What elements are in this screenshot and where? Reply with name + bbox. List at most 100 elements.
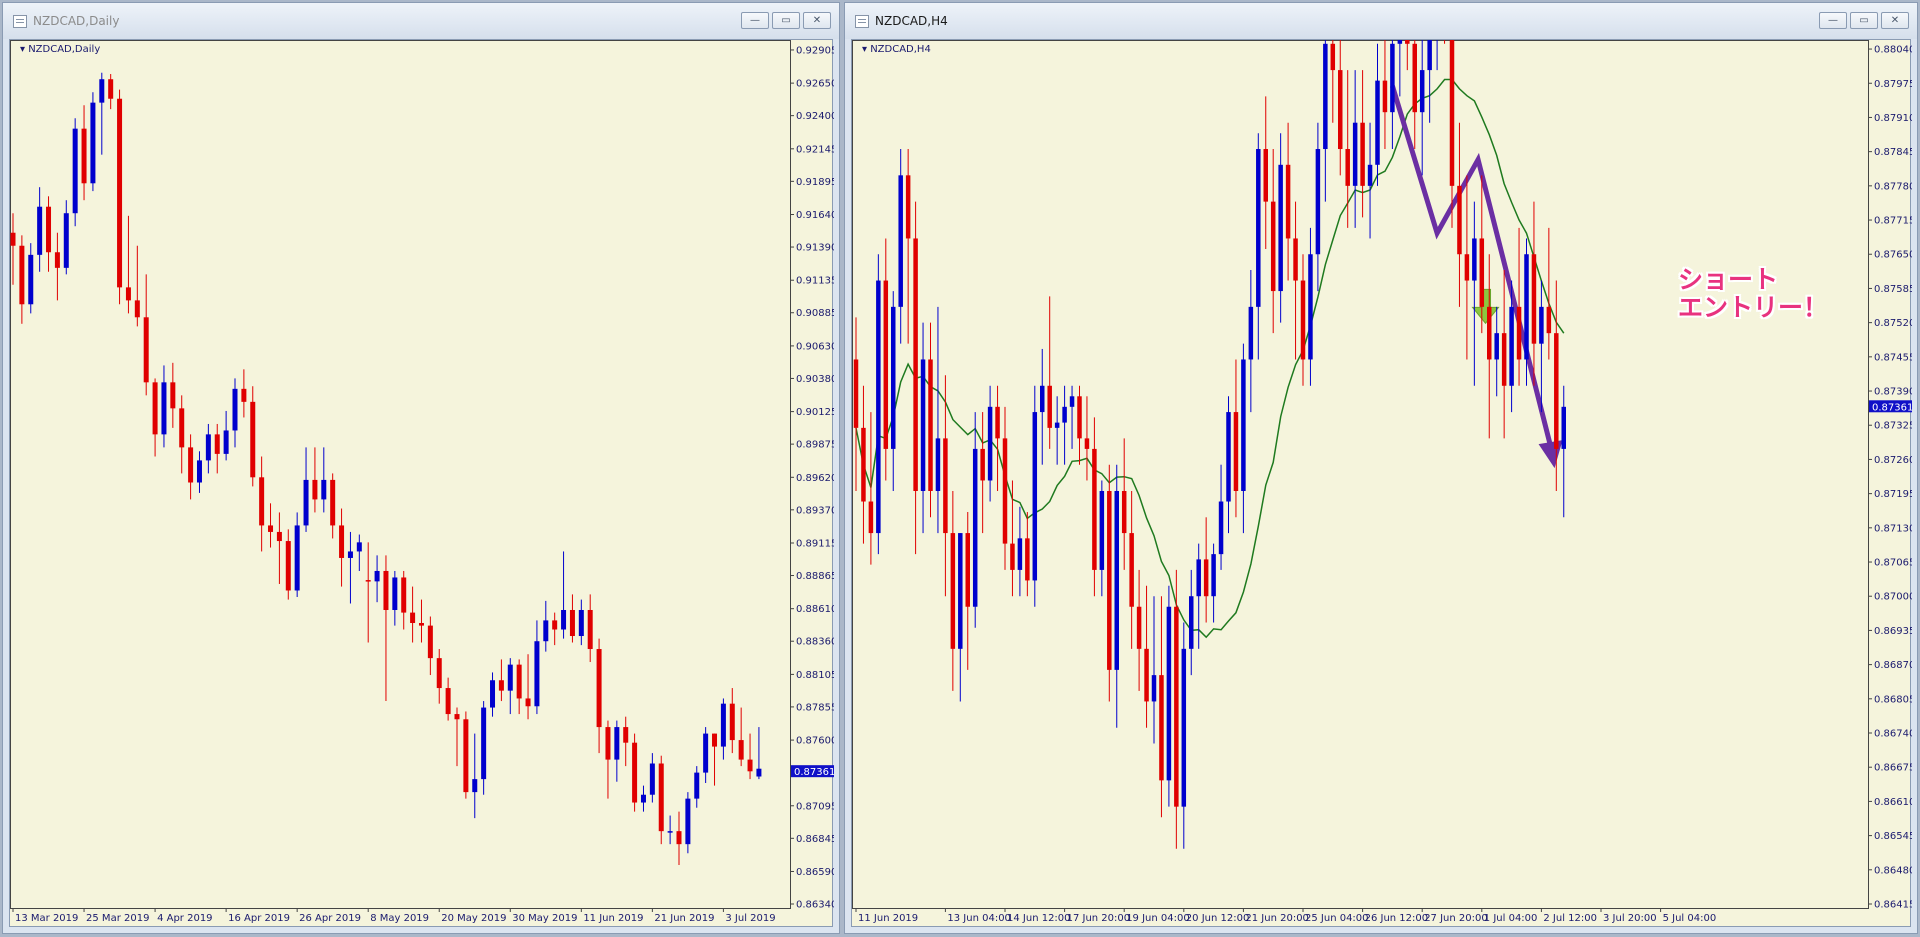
y-tick-label: 0.86610 — [1874, 797, 1912, 808]
restore-button[interactable]: ▭ — [1850, 12, 1878, 29]
symbol-label[interactable]: ▾ NZDCAD,Daily — [20, 44, 101, 55]
symbol-label[interactable]: ▾ NZDCAD,H4 — [862, 44, 931, 55]
candle-bull — [161, 382, 167, 435]
candle-bear — [1293, 238, 1298, 281]
candle-bull — [614, 727, 620, 760]
candle-bull — [578, 609, 584, 637]
titlebar[interactable]: NZDCAD,Daily — ▭ ✕ — [3, 3, 839, 39]
window-title: NZDCAD,Daily — [33, 14, 120, 28]
candle-bear — [117, 98, 123, 288]
candle-bull — [1189, 596, 1194, 649]
window-nzdcad-h4[interactable]: NZDCAD,H4 — ▭ ✕ 0.88040 0.87975 0.87910 0.8… — [844, 2, 1918, 934]
candle-bull — [972, 448, 978, 607]
candle-bear — [1449, 40, 1455, 186]
x-tick-label: 8 May 2019 — [370, 913, 429, 924]
minimize-button[interactable]: — — [741, 12, 769, 29]
candle-bear — [596, 649, 602, 728]
candle-bear — [747, 759, 753, 772]
symbol-label-text: NZDCAD,Daily — [28, 44, 101, 55]
y-tick-label: 0.89115 — [796, 538, 834, 549]
candlestick-chart[interactable]: 0.88040 0.87975 0.87910 0.87845 0.87780 0.877… — [852, 40, 1912, 928]
candle-bull — [703, 733, 709, 773]
y-tick-label: 0.91390 — [796, 243, 834, 254]
y-tick-label: 0.86870 — [1874, 660, 1912, 671]
y-tick-label: 0.92650 — [796, 79, 834, 90]
candle-bear — [658, 763, 664, 832]
candle-bear — [330, 479, 336, 526]
candlestick-chart[interactable]: 0.92905 0.92650 0.92400 0.92145 0.91895 0.916… — [10, 40, 834, 928]
candle-bull — [958, 533, 963, 649]
candle-bull — [1315, 149, 1321, 255]
candle-bear — [463, 719, 469, 793]
candle-bear — [1025, 538, 1030, 581]
candle-bear — [913, 238, 918, 491]
candle-bear — [943, 438, 948, 534]
candle-bear — [125, 287, 131, 301]
titlebar[interactable]: NZDCAD,H4 — ▭ ✕ — [845, 3, 1917, 39]
close-button[interactable]: ✕ — [1881, 12, 1909, 29]
candle-bull — [1114, 490, 1119, 670]
candle-bear — [312, 479, 318, 500]
candle-bear — [1002, 438, 1008, 544]
candle-bull — [1017, 538, 1023, 570]
candle-bull — [1032, 412, 1038, 581]
candle-bull — [90, 102, 96, 184]
candle-bear — [418, 623, 424, 626]
current-price-label: 0.87361 — [1872, 402, 1912, 413]
candle-bear — [250, 401, 256, 478]
candle-bear — [1330, 43, 1336, 71]
candle-bull — [720, 703, 726, 747]
candle-bear — [241, 388, 247, 402]
close-button[interactable]: ✕ — [803, 12, 831, 29]
candle-bull — [1419, 70, 1425, 113]
chart-area[interactable]: 0.92905 0.92650 0.92400 0.92145 0.91895 0.916… — [9, 39, 834, 928]
candle-bear — [259, 477, 265, 526]
entry-arrow-shape — [1471, 288, 1500, 325]
candle-bear — [1487, 306, 1492, 360]
y-tick-label: 0.86740 — [1874, 729, 1912, 740]
x-tick-label: 5 Jul 04:00 — [1663, 913, 1717, 924]
x-tick-label: 26 Jun 12:00 — [1365, 913, 1429, 924]
window-title: NZDCAD,H4 — [875, 14, 948, 28]
candle-bull — [223, 430, 229, 454]
y-tick-label: 0.90380 — [796, 374, 834, 385]
candle-bear — [445, 688, 451, 715]
x-tick-label: 25 Jun 04:00 — [1305, 913, 1369, 924]
candle-bull — [1166, 606, 1172, 781]
y-tick-label: 0.88865 — [796, 571, 834, 582]
x-tick-label: 21 Jun 20:00 — [1245, 913, 1309, 924]
y-tick-label: 0.90125 — [796, 407, 834, 418]
candle-bear — [498, 680, 504, 691]
candle-bull — [63, 213, 69, 268]
candle-bull — [1069, 396, 1075, 407]
candle-bull — [756, 768, 762, 777]
candle-bull — [649, 763, 655, 795]
y-tick-label: 0.87195 — [1874, 489, 1912, 500]
candle-bear — [1144, 648, 1149, 702]
x-tick-label: 27 Jun 20:00 — [1424, 913, 1488, 924]
candle-bull — [898, 175, 903, 307]
y-tick-label: 0.90630 — [796, 341, 834, 352]
candle-bull — [1278, 164, 1283, 292]
candle-bull — [1308, 254, 1313, 360]
restore-button[interactable]: ▭ — [772, 12, 800, 29]
candle-bull — [1323, 43, 1328, 150]
candle-bear — [1464, 254, 1470, 281]
chart-area[interactable]: 0.88040 0.87975 0.87910 0.87845 0.87780 0.877… — [851, 39, 1912, 928]
candle-bull — [534, 641, 540, 707]
minimize-button[interactable]: — — [1819, 12, 1847, 29]
y-tick-label: 0.89620 — [796, 473, 834, 484]
candle-bear — [19, 245, 25, 305]
candle-bull — [640, 794, 646, 803]
candle-bear — [285, 541, 291, 591]
y-tick-label: 0.89370 — [796, 505, 834, 516]
candle-bear — [516, 664, 522, 699]
plot-frame — [852, 40, 1869, 909]
candle-bear — [365, 580, 371, 582]
y-tick-label: 0.87130 — [1874, 523, 1912, 534]
moving-average-line — [855, 78, 1565, 639]
y-tick-label: 0.88610 — [796, 604, 834, 615]
candle-bear — [134, 300, 140, 318]
candle-bull — [321, 479, 327, 500]
window-nzdcad-daily[interactable]: NZDCAD,Daily — ▭ ✕ 0.92905 0.92650 0.92400… — [2, 2, 840, 934]
